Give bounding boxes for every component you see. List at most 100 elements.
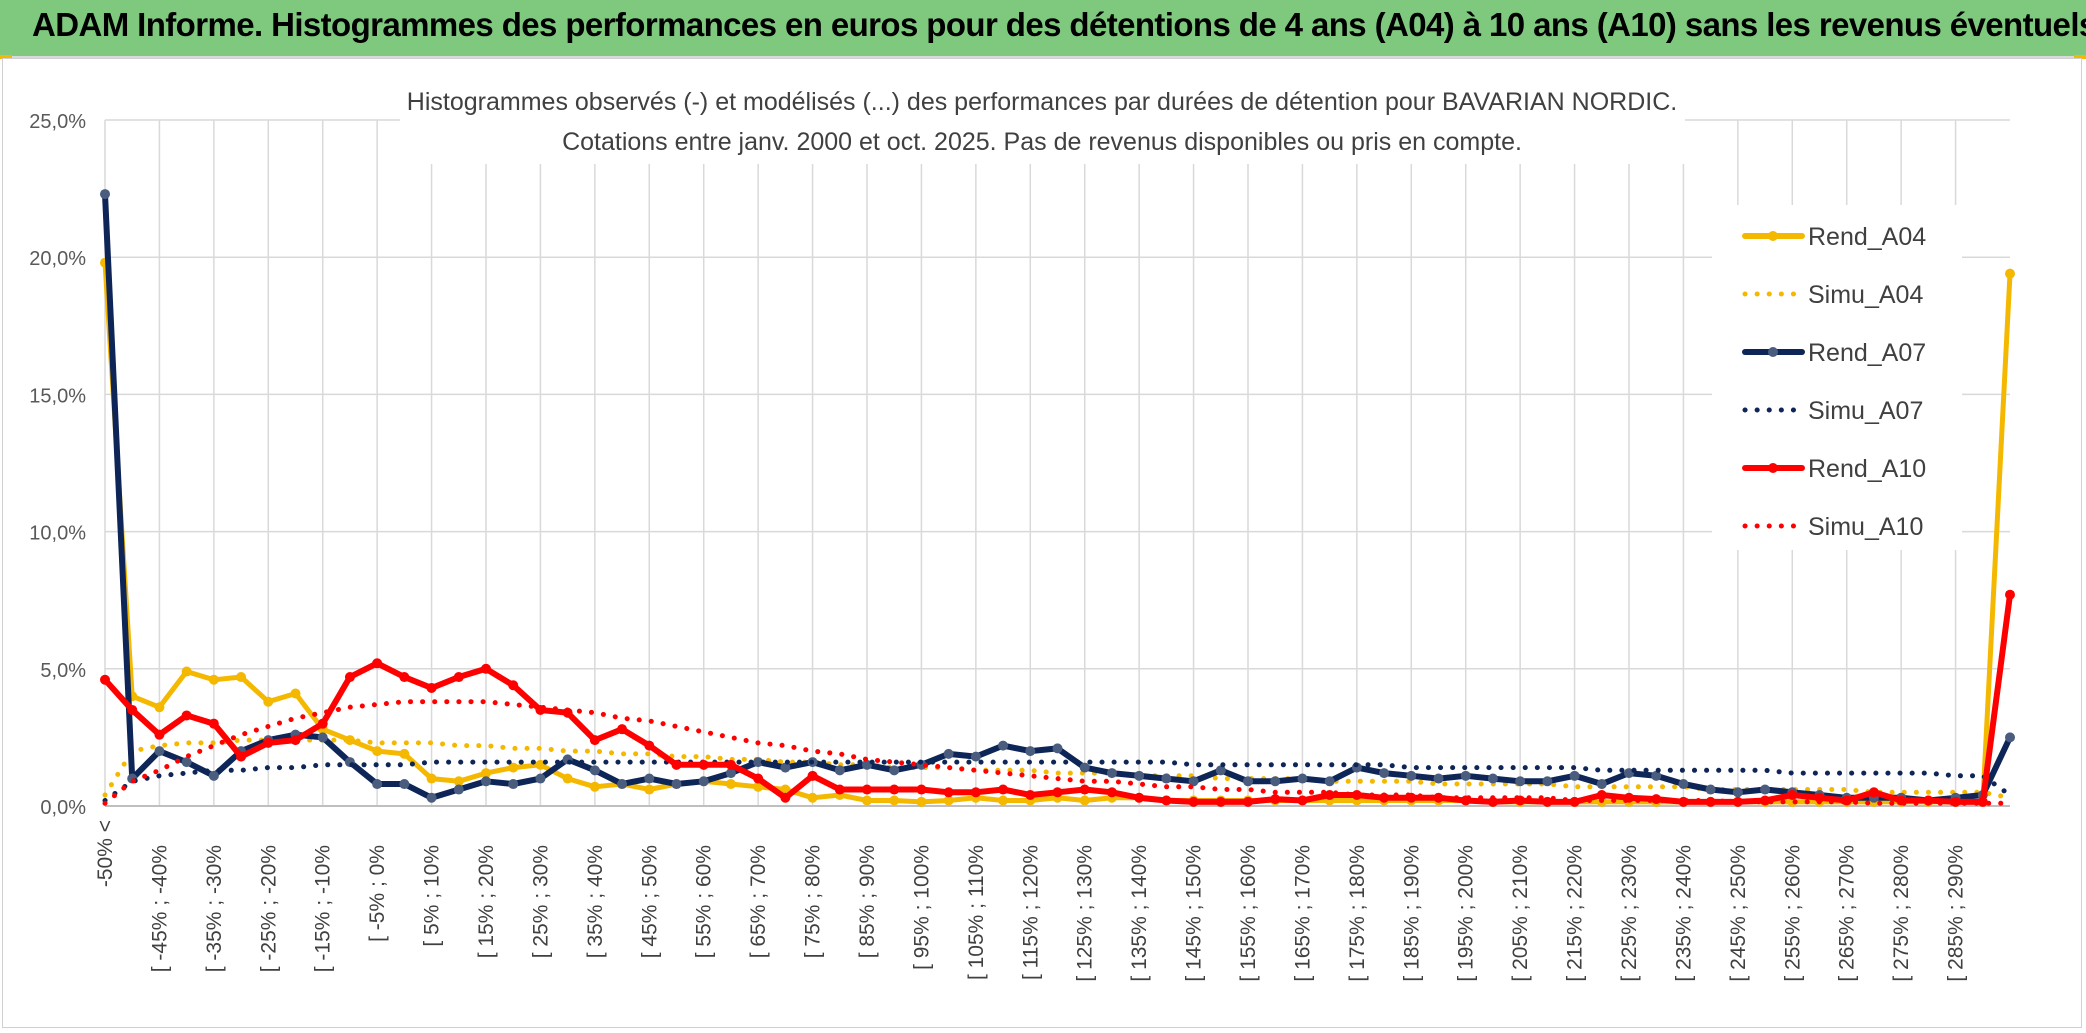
- point-rend-a04: [344, 735, 355, 746]
- point-rend-a10: [780, 792, 791, 803]
- point-rend-a07: [1705, 784, 1716, 795]
- legend-marker-rend-a10: [1768, 463, 1778, 473]
- point-rend-a10: [290, 735, 301, 746]
- point-rend-a10: [1106, 787, 1117, 798]
- point-rend-a10: [998, 784, 1009, 795]
- x-tick-label: [ 5% ; 10%: [421, 845, 444, 947]
- point-rend-a04: [889, 795, 900, 806]
- point-rend-a10: [1542, 796, 1553, 807]
- point-rend-a04: [154, 702, 165, 713]
- corner-mark-left: [0, 55, 12, 59]
- point-rend-a07: [1297, 773, 1308, 784]
- point-rend-a07: [1678, 779, 1689, 790]
- series-line-simu-a10: [102, 699, 2013, 806]
- point-rend-a07: [1542, 776, 1553, 787]
- x-tick-label: [ 85% ; 90%: [856, 845, 879, 958]
- point-rend-a07: [154, 746, 165, 757]
- y-tick-label: 5,0%: [40, 660, 86, 682]
- point-rend-a10: [617, 724, 628, 735]
- point-rend-a07: [1460, 770, 1471, 781]
- point-rend-a10: [1079, 784, 1090, 795]
- x-tick-label: [ -15% ; -10%: [312, 845, 335, 972]
- chart-legend: Rend_A04 Simu_A04 Rend_A07 Simu_A07 Rend_A10…: [1712, 205, 1962, 550]
- point-rend-a10: [644, 740, 655, 751]
- point-rend-a10: [236, 751, 247, 762]
- point-rend-a04: [2005, 268, 2015, 279]
- point-rend-a04: [807, 792, 818, 803]
- legend-label-simu-a10: Simu_A10: [1808, 513, 1923, 541]
- x-tick-label: [ -35% ; -30%: [203, 845, 226, 972]
- point-rend-a04: [263, 696, 274, 707]
- point-rend-a10: [1977, 796, 1988, 807]
- point-rend-a10: [753, 773, 764, 784]
- chart-title-backdrop: [400, 80, 1685, 164]
- point-rend-a07: [753, 757, 764, 768]
- point-rend-a10: [1161, 795, 1172, 806]
- point-rend-a07: [617, 779, 628, 790]
- x-tick-label: [ 225% ; 230%: [1618, 845, 1641, 982]
- point-rend-a10: [970, 787, 981, 798]
- point-rend-a10: [1433, 792, 1444, 803]
- point-rend-a07: [998, 740, 1009, 751]
- point-rend-a07: [1760, 784, 1771, 795]
- x-tick-label: [ 115% ; 120%: [1019, 845, 1042, 980]
- point-rend-a07: [1596, 779, 1607, 790]
- point-rend-a04: [562, 773, 573, 784]
- point-rend-a04: [644, 784, 655, 795]
- x-tick-label: [ 135% ; 140%: [1128, 845, 1151, 982]
- point-rend-a07: [100, 189, 110, 200]
- point-rend-a04: [508, 762, 519, 773]
- point-rend-a07: [1433, 773, 1444, 784]
- point-rend-a10: [889, 784, 900, 795]
- point-rend-a04: [753, 781, 764, 792]
- x-tick-label: [ 75% ; 80%: [802, 845, 825, 958]
- point-rend-a10: [154, 729, 165, 740]
- point-rend-a10: [916, 784, 927, 795]
- point-rend-a07: [208, 770, 219, 781]
- point-rend-a10: [725, 759, 736, 770]
- point-rend-a07: [644, 773, 655, 784]
- point-rend-a10: [943, 787, 954, 798]
- point-rend-a10: [127, 704, 138, 715]
- point-rend-a10: [589, 735, 600, 746]
- point-rend-a04: [236, 672, 247, 683]
- series-line-simu-a07: [102, 759, 2013, 803]
- point-rend-a10: [100, 674, 110, 685]
- point-rend-a04: [998, 795, 1009, 806]
- point-rend-a07: [943, 748, 954, 759]
- x-tick-label: [ 35% ; 40%: [584, 845, 607, 958]
- point-rend-a07: [2005, 732, 2015, 743]
- point-rend-a07: [1052, 743, 1063, 754]
- x-tick-label: [ 175% ; 180%: [1346, 845, 1369, 982]
- point-rend-a07: [1324, 776, 1335, 787]
- point-rend-a07: [1025, 746, 1036, 757]
- point-rend-a07: [1379, 768, 1390, 779]
- x-tick-label: [ -45% ; -40%: [148, 845, 171, 972]
- point-rend-a07: [181, 757, 192, 768]
- point-rend-a07: [535, 773, 546, 784]
- x-tick-label: [ 145% ; 150%: [1183, 845, 1206, 982]
- y-tick-label: 25,0%: [29, 111, 86, 133]
- point-rend-a10: [1134, 792, 1145, 803]
- point-rend-a07: [1270, 776, 1281, 787]
- point-rend-a07: [1079, 762, 1090, 773]
- y-axis: 0,0% 5,0% 10,0% 15,0% 20,0% 25,0%: [29, 111, 86, 819]
- point-rend-a10: [698, 759, 709, 770]
- point-rend-a04: [589, 781, 600, 792]
- point-rend-a04: [426, 773, 437, 784]
- x-tick-label: [ 25% ; 30%: [529, 845, 552, 958]
- point-rend-a04: [208, 674, 219, 685]
- x-tick-label: [ 105% ; 110%: [965, 845, 988, 980]
- x-tick-label: [ 245% ; 250%: [1727, 845, 1750, 982]
- x-tick-label: [ 205% ; 210%: [1509, 845, 1532, 982]
- y-tick-label: 15,0%: [29, 385, 86, 407]
- point-rend-a07: [1569, 770, 1580, 781]
- point-rend-a04: [943, 795, 954, 806]
- y-tick-label: 10,0%: [29, 523, 86, 545]
- point-rend-a07: [1515, 776, 1526, 787]
- series-line-simu-a04: [102, 737, 2013, 801]
- point-rend-a07: [889, 765, 900, 776]
- point-rend-a07: [698, 776, 709, 787]
- point-rend-a04: [725, 779, 736, 790]
- legend-label-simu-a04: Simu_A04: [1808, 281, 1923, 309]
